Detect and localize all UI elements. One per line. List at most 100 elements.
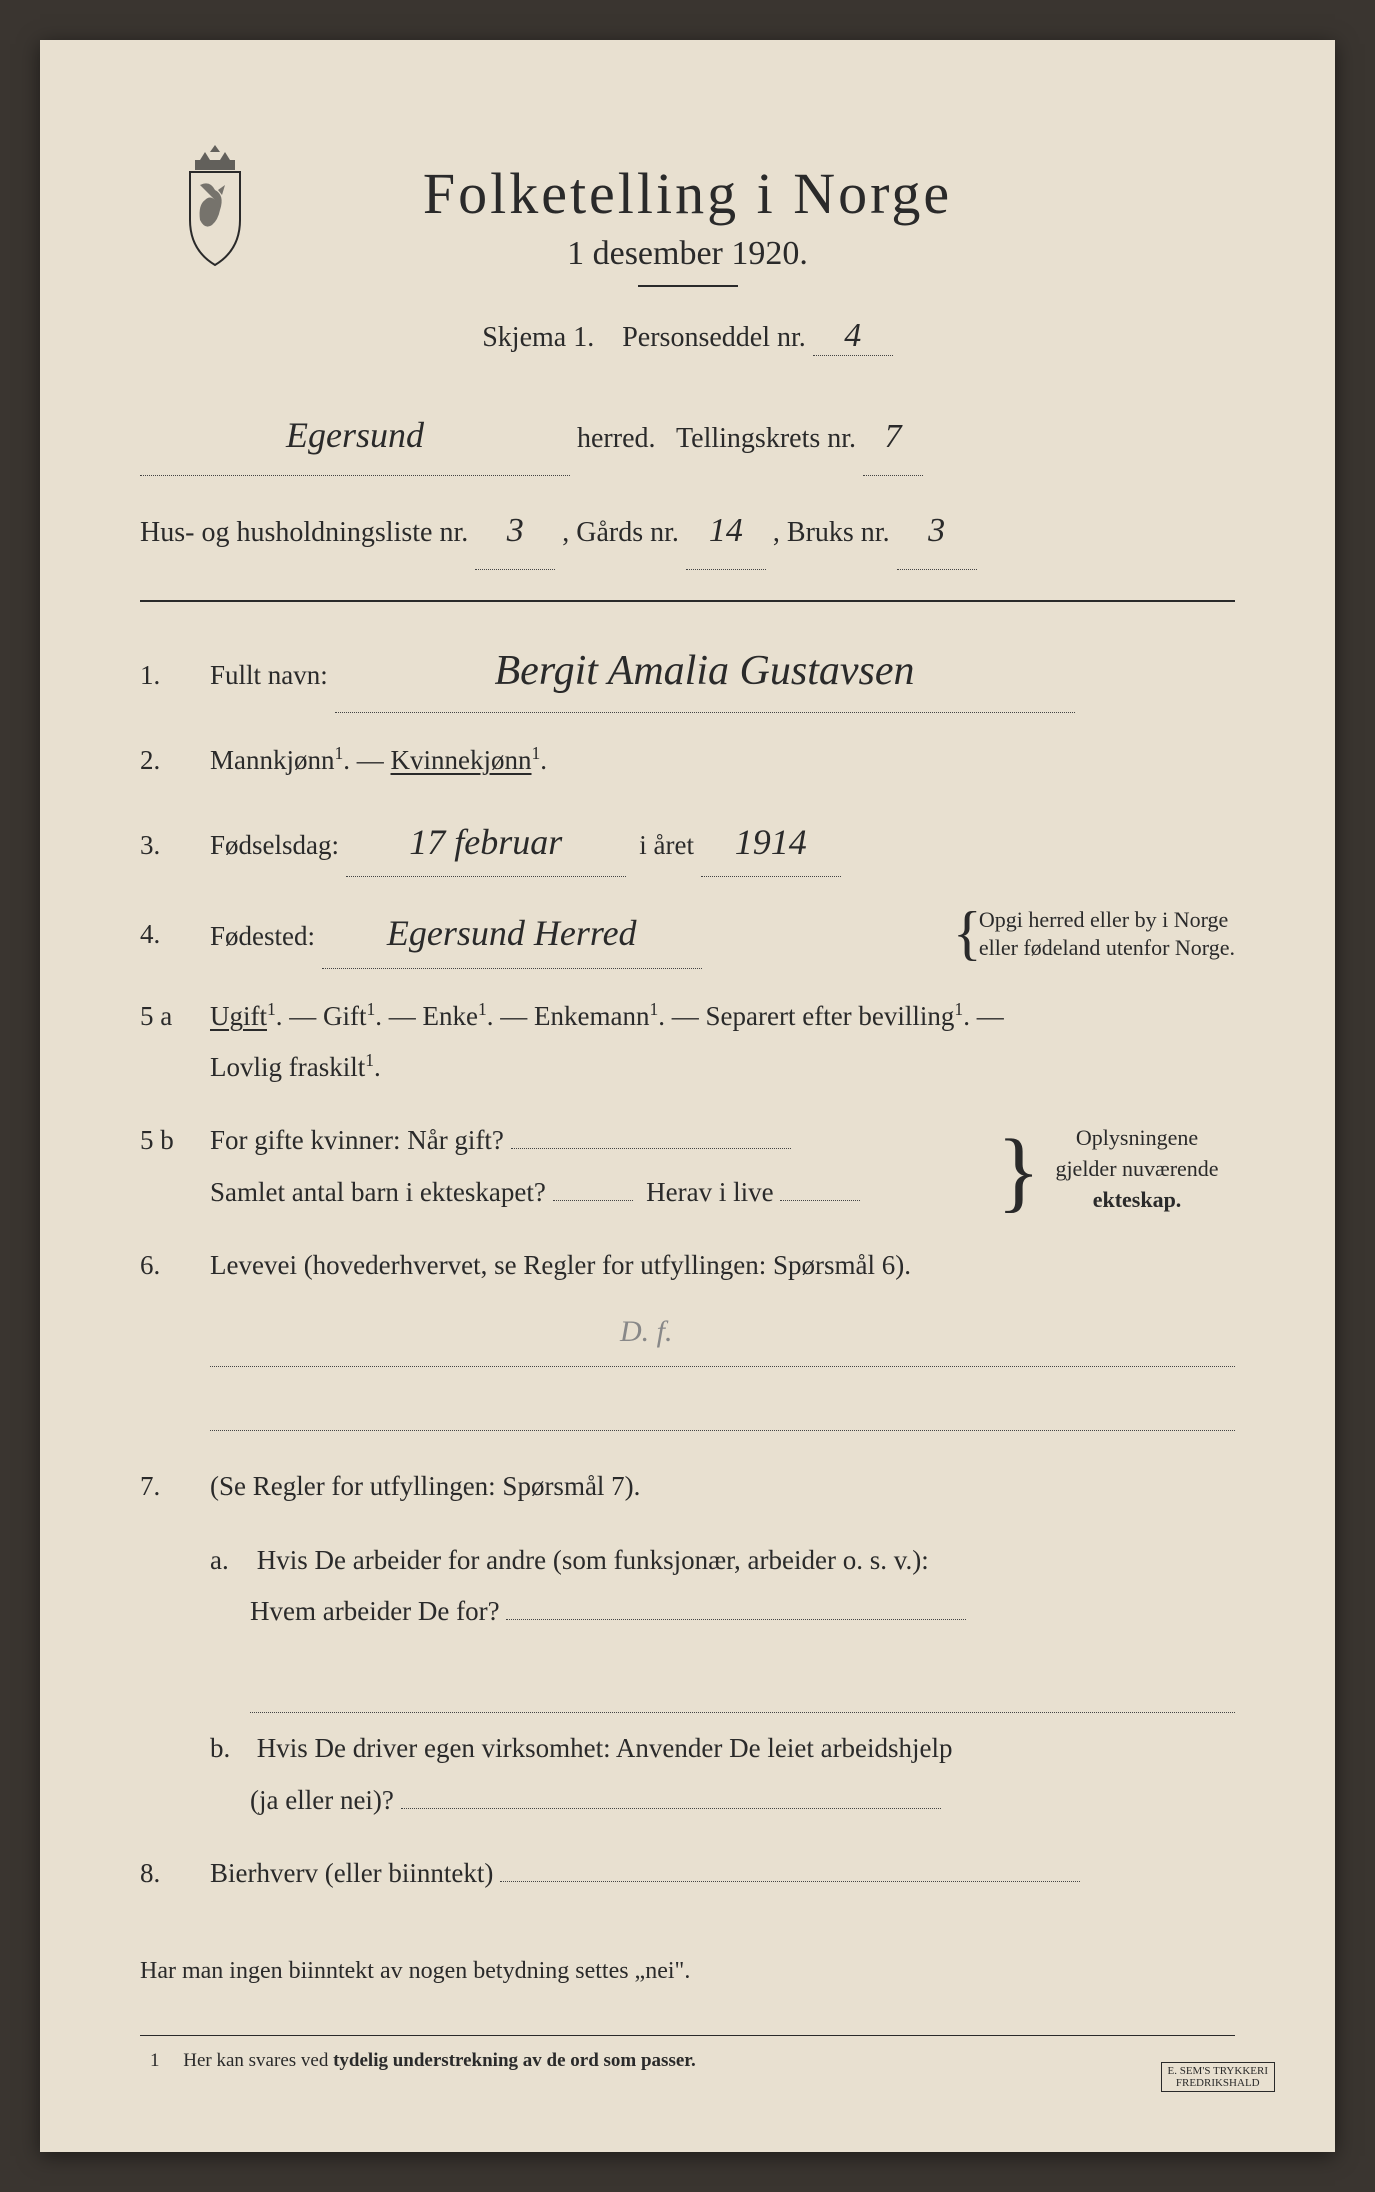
q5a-opt4: Enkemann bbox=[534, 1001, 649, 1031]
q6-num: 6. bbox=[140, 1240, 210, 1291]
tellingskrets-label: Tellingskrets nr. bbox=[676, 423, 856, 454]
q5a-row: 5 a Ugift1. — Gift1. — Enke1. — Enkemann… bbox=[140, 991, 1235, 1094]
q5b-note-3: ekteskap. bbox=[1093, 1187, 1182, 1212]
q4-num: 4. bbox=[140, 909, 210, 960]
q4-note-2: eller fødeland utenfor Norge. bbox=[979, 935, 1235, 960]
q3-row: 3. Fødselsdag: 17 februar i året 1914 bbox=[140, 808, 1235, 877]
q6-value: D. f. bbox=[620, 1303, 673, 1360]
q1-row: 1. Fullt navn: Bergit Amalia Gustavsen bbox=[140, 632, 1235, 713]
schema-label: Skjema 1. bbox=[482, 322, 594, 353]
q7a-letter: a. bbox=[210, 1535, 250, 1586]
questions-block: 1. Fullt navn: Bergit Amalia Gustavsen 2… bbox=[140, 632, 1235, 1995]
husliste-nr: 3 bbox=[475, 494, 555, 570]
herred-name: Egersund bbox=[140, 396, 570, 476]
q4-body: Fødested: Egersund Herred bbox=[210, 899, 953, 968]
q5a-num: 5 a bbox=[140, 991, 210, 1042]
q7a: a. Hvis De arbeider for andre (som funks… bbox=[210, 1535, 1235, 1638]
schema-line: Skjema 1. Personseddel nr. 4 bbox=[140, 317, 1235, 356]
household-line: Hus- og husholdningsliste nr. 3 , Gårds … bbox=[140, 494, 1235, 570]
q5b-body: For gifte kvinner: Når gift? Samlet anta… bbox=[210, 1115, 1015, 1218]
q5b-note: Oplysningene gjelder nuværende ekteskap. bbox=[1015, 1115, 1235, 1215]
printer-mark: E. SEM'S TRYKKERIFREDRIKSHALD bbox=[1161, 2062, 1276, 2092]
q7b: b. Hvis De driver egen virksomhet: Anven… bbox=[210, 1723, 1235, 1826]
q3-year: 1914 bbox=[701, 808, 841, 877]
q4-row: 4. Fødested: Egersund Herred Opgi herred… bbox=[140, 899, 1235, 968]
q5b-field2 bbox=[553, 1200, 633, 1201]
q7b-field bbox=[401, 1808, 941, 1809]
q2-row: 2. Mannkjønn1. — Kvinnekjønn1. bbox=[140, 735, 1235, 786]
q4-note: Opgi herred eller by i Norge eller fødel… bbox=[961, 906, 1235, 963]
q8-body: Bierhverv (eller biinntekt) bbox=[210, 1848, 1235, 1899]
husliste-label: Hus- og husholdningsliste nr. bbox=[140, 517, 468, 548]
footnote-row: 1 Her kan svares ved tydelig understrekn… bbox=[150, 2050, 1235, 2072]
q4-label: Fødested: bbox=[210, 921, 315, 951]
q3-body: Fødselsdag: 17 februar i året 1914 bbox=[210, 808, 1235, 877]
q3-day: 17 februar bbox=[346, 808, 626, 877]
q5b-note-1: Oplysningene bbox=[1076, 1125, 1198, 1150]
footnote-text: Her kan svares ved tydelig understreknin… bbox=[183, 2050, 695, 2071]
gards-label: , Gårds nr. bbox=[562, 517, 679, 548]
q7a-line1: Hvis De arbeider for andre (som funksjon… bbox=[257, 1545, 929, 1575]
q7b-letter: b. bbox=[210, 1723, 250, 1774]
q6-row: 6. Levevei (hovederhvervet, se Regler fo… bbox=[140, 1240, 1235, 1291]
q8-label: Bierhverv (eller biinntekt) bbox=[210, 1858, 493, 1888]
form-subtitle: 1 desember 1920. bbox=[140, 235, 1235, 273]
q4-value: Egersund Herred bbox=[322, 899, 702, 968]
title-divider bbox=[638, 285, 738, 287]
location-lines: Egersund herred. Tellingskrets nr. 7 Hus… bbox=[140, 396, 1235, 570]
q6-text: Levevei (hovederhvervet, se Regler for u… bbox=[210, 1240, 1235, 1291]
gards-nr: 14 bbox=[686, 494, 766, 570]
q5b-row: 5 b For gifte kvinner: Når gift? Samlet … bbox=[140, 1115, 1235, 1218]
q7a-line2: Hvem arbeider De for? bbox=[250, 1596, 500, 1626]
q5b-label2: Samlet antal barn i ekteskapet? bbox=[210, 1177, 546, 1207]
q7b-line2: (ja eller nei)? bbox=[250, 1785, 394, 1815]
q8-field bbox=[500, 1881, 1080, 1882]
q7-intro: (Se Regler for utfyllingen: Spørsmål 7). bbox=[210, 1461, 1235, 1512]
q1-num: 1. bbox=[140, 650, 210, 701]
census-form-paper: Folketelling i Norge 1 desember 1920. Sk… bbox=[40, 40, 1335, 2152]
q5b-field3 bbox=[780, 1200, 860, 1201]
q2-male: Mannkjønn bbox=[210, 745, 335, 775]
q5a-opt3: Enke bbox=[423, 1001, 478, 1031]
q6-line1: D. f. bbox=[210, 1313, 1235, 1367]
q6-line2 bbox=[210, 1377, 1235, 1431]
personseddel-nr: 4 bbox=[813, 317, 893, 356]
q5a-opt1: Ugift bbox=[210, 1001, 267, 1031]
q7-row: 7. (Se Regler for utfyllingen: Spørsmål … bbox=[140, 1461, 1235, 1512]
q8-row: 8. Bierhverv (eller biinntekt) bbox=[140, 1848, 1235, 1899]
q3-num: 3. bbox=[140, 820, 210, 871]
herred-line: Egersund herred. Tellingskrets nr. 7 bbox=[140, 396, 1235, 476]
q7b-line1: Hvis De driver egen virksomhet: Anvender… bbox=[257, 1733, 953, 1763]
header: Folketelling i Norge 1 desember 1920. Sk… bbox=[140, 160, 1235, 356]
q2-num: 2. bbox=[140, 735, 210, 786]
form-title: Folketelling i Norge bbox=[140, 160, 1235, 227]
q5a-opt5: Separert efter bevilling bbox=[706, 1001, 955, 1031]
q7a-extra-line bbox=[250, 1659, 1235, 1713]
q7a-field bbox=[506, 1619, 966, 1620]
q5b-field1 bbox=[511, 1148, 791, 1149]
footnote-separator bbox=[140, 2035, 1235, 2036]
bruks-label: , Bruks nr. bbox=[773, 517, 890, 548]
q1-value: Bergit Amalia Gustavsen bbox=[335, 632, 1075, 713]
q5b-label1: For gifte kvinner: Når gift? bbox=[210, 1125, 504, 1155]
crest-svg bbox=[170, 140, 260, 270]
q3-year-label: i året bbox=[639, 830, 694, 860]
footer-note: Har man ingen biinntekt av nogen betydni… bbox=[140, 1949, 1235, 1995]
q7-num: 7. bbox=[140, 1461, 210, 1512]
q3-label: Fødselsdag: bbox=[210, 830, 339, 860]
coat-of-arms-icon bbox=[170, 140, 260, 270]
q5b-num: 5 b bbox=[140, 1115, 210, 1166]
bruks-nr: 3 bbox=[897, 494, 977, 570]
q5b-label3: Herav i live bbox=[646, 1177, 773, 1207]
q5a-opt2: Gift bbox=[323, 1001, 367, 1031]
tellingskrets-nr: 7 bbox=[863, 400, 923, 476]
separator-line bbox=[140, 600, 1235, 602]
q1-label: Fullt navn: bbox=[210, 660, 328, 690]
q5a-opt6: Lovlig fraskilt bbox=[210, 1052, 365, 1082]
q5b-note-2: gjelder nuværende bbox=[1055, 1156, 1218, 1181]
herred-label: herred. bbox=[577, 423, 656, 454]
q2-female: Kvinnekjønn bbox=[391, 745, 532, 775]
footnote-marker: 1 bbox=[150, 2050, 160, 2071]
personseddel-label: Personseddel nr. bbox=[622, 322, 806, 353]
q1-body: Fullt navn: Bergit Amalia Gustavsen bbox=[210, 632, 1235, 713]
